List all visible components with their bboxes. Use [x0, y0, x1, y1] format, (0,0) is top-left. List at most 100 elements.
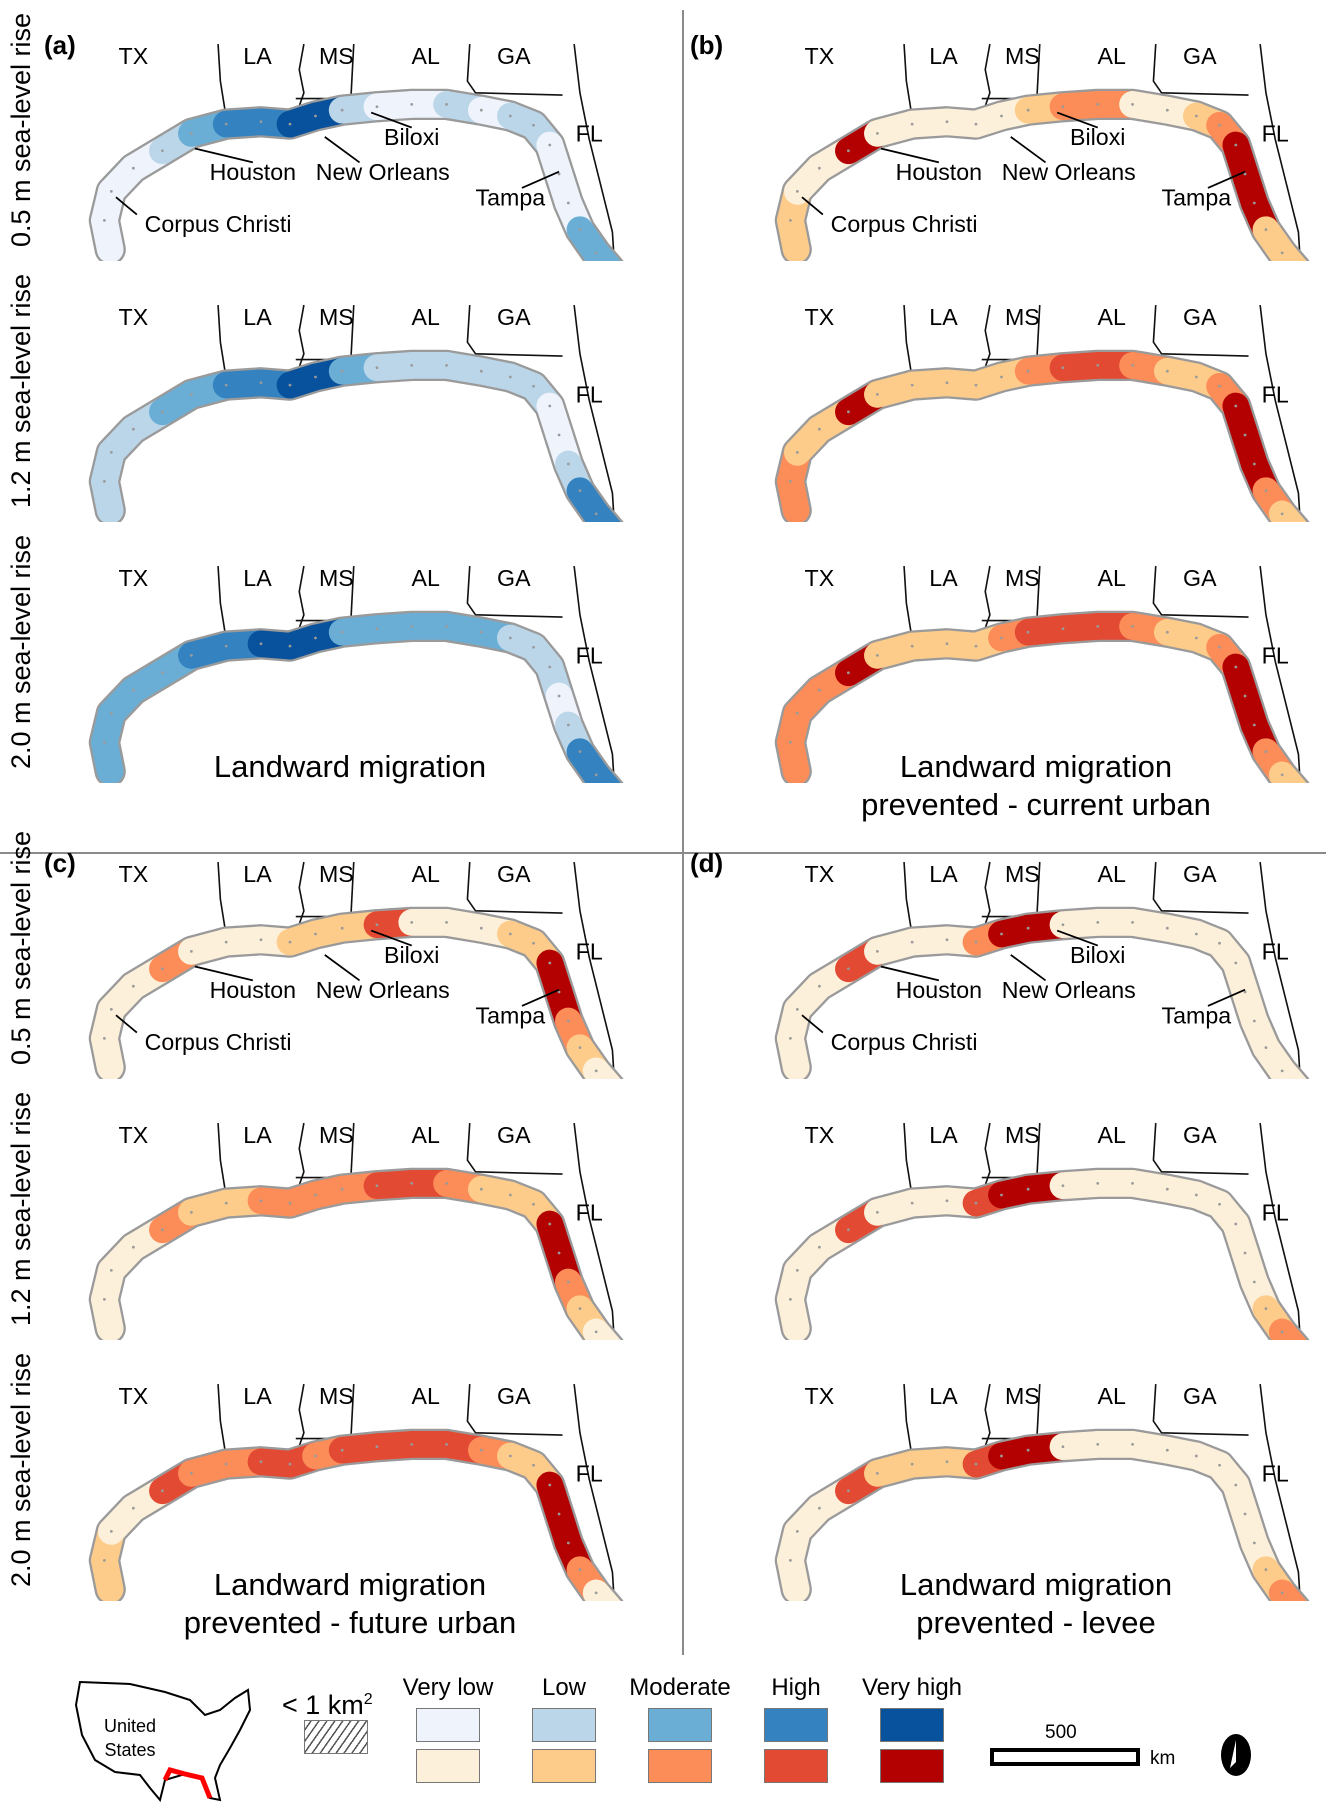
- county-boundary: [1165, 1187, 1169, 1191]
- county-boundary: [817, 688, 821, 692]
- county-boundary: [1234, 961, 1238, 965]
- county-boundary: [410, 1182, 414, 1185]
- county-boundary: [375, 923, 379, 927]
- state-label-al: AL: [1097, 304, 1125, 330]
- county-boundary: [1264, 1307, 1268, 1311]
- state-label-ms: MS: [1005, 1122, 1040, 1148]
- sea-level-rise-label: 2.0 m sea-level rise: [6, 1352, 36, 1588]
- state-label-fl: FL: [576, 643, 603, 669]
- state-border: [903, 862, 912, 929]
- county-boundary: [557, 433, 561, 437]
- county-boundary: [1131, 364, 1134, 367]
- state-label-ga: GA: [1183, 1122, 1217, 1148]
- county-segment: [1268, 761, 1307, 783]
- county-boundary: [1252, 462, 1256, 466]
- state-label-ms: MS: [1005, 1383, 1040, 1409]
- county-boundary: [224, 940, 228, 944]
- panel-title-line: prevented - future urban: [183, 1605, 517, 1640]
- state-label-al: AL: [1097, 1122, 1125, 1148]
- city-leader-line: [324, 136, 361, 164]
- map-d-row-1: TX LA MS AL GA FL Houston New Orleans Biloxi Tamp…: [686, 818, 1336, 1079]
- gulf-coast-map: TX LA MS AL GA FL: [88, 1383, 624, 1601]
- panel-title-line: Landward migration: [213, 749, 487, 784]
- county-boundary: [288, 122, 292, 126]
- county-boundary: [375, 1184, 379, 1188]
- county-boundary: [1234, 1483, 1238, 1487]
- county-boundary: [532, 645, 535, 649]
- state-border: [903, 1123, 912, 1190]
- county-boundary: [1096, 364, 1100, 367]
- state-border: [1152, 305, 1249, 357]
- county-boundary: [288, 644, 292, 648]
- city-leader-line: [194, 965, 254, 982]
- city-label: New Orleans: [316, 159, 450, 185]
- county-boundary: [795, 1530, 799, 1533]
- county-boundary: [795, 1008, 799, 1011]
- county-boundary: [1194, 375, 1198, 379]
- county-boundary: [1264, 1046, 1268, 1050]
- county-boundary: [288, 940, 292, 944]
- state-label-fl: FL: [1262, 121, 1289, 147]
- county-boundary: [945, 1460, 949, 1464]
- state-border: [1259, 1122, 1302, 1340]
- county-boundary: [1061, 105, 1065, 109]
- county-boundary: [1252, 1019, 1256, 1023]
- state-label-fl: FL: [1262, 939, 1289, 965]
- county-boundary: [288, 1462, 292, 1466]
- county-boundary: [795, 190, 799, 193]
- county-boundary: [224, 644, 228, 648]
- county-boundary: [875, 393, 879, 396]
- county-boundary: [557, 1512, 561, 1516]
- county-boundary: [1096, 1182, 1100, 1185]
- state-label-al: AL: [1097, 861, 1125, 887]
- state-border: [466, 1123, 563, 1175]
- county-boundary: [1234, 404, 1238, 408]
- county-boundary: [594, 1330, 598, 1334]
- county-boundary: [910, 383, 914, 387]
- county-boundary: [1131, 921, 1134, 924]
- county-boundary: [340, 1448, 344, 1452]
- county-boundary: [259, 381, 263, 385]
- state-border: [1152, 566, 1249, 618]
- county-boundary: [1165, 369, 1169, 373]
- county-boundary: [532, 123, 535, 127]
- sea-level-rise-label: 1.2 m sea-level rise: [6, 1091, 36, 1327]
- county-boundary: [131, 1506, 135, 1510]
- legend-swatch-red: [764, 1749, 828, 1783]
- city-label: Corpus Christi: [831, 211, 978, 237]
- city-label: Biloxi: [1070, 942, 1125, 968]
- county-boundary: [224, 1201, 228, 1205]
- state-label-ga: GA: [497, 1122, 531, 1148]
- county-boundary: [1000, 636, 1003, 640]
- county-boundary: [1218, 384, 1221, 388]
- state-border: [217, 862, 226, 929]
- gulf-coast-map: TX LA MS AL GA FL: [88, 304, 624, 522]
- county-boundary: [410, 1443, 414, 1446]
- county-boundary: [1234, 143, 1238, 147]
- gulf-coast-map: TX LA MS AL GA FL Houston New Orleans Biloxi Tamp…: [774, 861, 1310, 1079]
- county-boundary: [189, 132, 193, 135]
- county-boundary: [1165, 1448, 1169, 1452]
- state-border: [217, 44, 226, 111]
- county-boundary: [788, 741, 792, 744]
- county-boundary: [1026, 369, 1030, 373]
- state-label-fl: FL: [1262, 1461, 1289, 1487]
- county-boundary: [532, 1463, 535, 1467]
- state-label-tx: TX: [119, 1122, 149, 1148]
- state-label-tx: TX: [119, 565, 149, 591]
- state-border: [903, 44, 912, 111]
- legend-swatch-red: [880, 1749, 944, 1783]
- state-label-la: LA: [929, 1383, 958, 1409]
- state-border: [466, 566, 563, 618]
- county-boundary: [479, 1187, 483, 1191]
- county-boundary: [445, 103, 448, 106]
- county-boundary: [578, 1307, 582, 1311]
- county-boundary: [1061, 1445, 1065, 1449]
- map-b-row-3: TX LA MS AL GA FL: [686, 522, 1336, 783]
- state-border: [573, 565, 616, 783]
- gulf-coast-map: TX LA MS AL GA FL: [774, 1122, 1310, 1340]
- county-boundary: [945, 938, 949, 942]
- county-boundary: [1280, 1330, 1284, 1334]
- county-boundary: [1131, 625, 1134, 628]
- county-boundary: [259, 642, 263, 646]
